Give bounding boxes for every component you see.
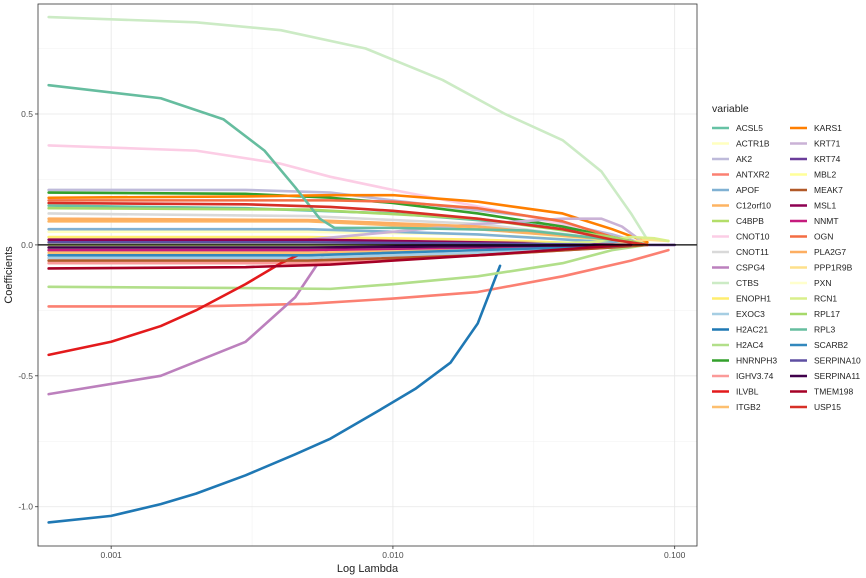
series-line-serpina11 <box>47 243 633 249</box>
legend-label: HNRNPH3 <box>736 356 777 366</box>
legend-label: ACTR1B <box>736 139 770 149</box>
y-tick-label: 0.0 <box>21 240 33 250</box>
legend-label: NNMT <box>814 216 839 226</box>
series-line-antxr2 <box>47 248 670 308</box>
legend-label: TMEM198 <box>814 387 853 397</box>
legend-label: KRT74 <box>814 154 841 164</box>
legend-label: EXOC3 <box>736 309 765 319</box>
legend-label: PLA2G7 <box>814 247 846 257</box>
legend-label: AK2 <box>736 154 752 164</box>
series-line-ilvbl <box>47 251 305 357</box>
legend-label: C12orf10 <box>736 201 771 211</box>
legend-label: RPL3 <box>814 325 836 335</box>
y-tick-label: 0.5 <box>21 109 33 119</box>
legend-items: ACSL5 ACTR1B AK2 ANTXR2 APOF C12orf10 C4BPB CNO… <box>712 123 861 412</box>
legend-label: ENOPH1 <box>736 294 771 304</box>
x-tick-label: 0.010 <box>382 550 404 560</box>
legend-label: ANTXR2 <box>736 170 770 180</box>
legend-label: CNOT10 <box>736 232 770 242</box>
series-line-kars1 <box>47 193 649 244</box>
legend-label: H2AC4 <box>736 340 764 350</box>
legend-label: CSPG4 <box>736 263 765 273</box>
series-line-serpina10 <box>47 240 633 247</box>
legend-label: RPL17 <box>814 309 840 319</box>
legend-label: PPP1R9B <box>814 263 853 273</box>
legend-label: OGN <box>814 232 833 242</box>
series-line-ctbs <box>47 15 649 241</box>
legend-label: PXN <box>814 278 831 288</box>
legend-label: H2AC21 <box>736 325 768 335</box>
series-line-ak2 <box>47 188 649 247</box>
legend-label: IGHV3.74 <box>736 371 774 381</box>
legend-label: APOF <box>736 185 759 195</box>
legend-label: ACSL5 <box>736 123 763 133</box>
series-line-usp15 <box>47 201 649 247</box>
legend-label: SERPINA11 <box>814 371 860 381</box>
legend-label: RCN1 <box>814 294 837 304</box>
panel-border <box>37 3 698 547</box>
x-tick-label: 0.100 <box>664 550 686 560</box>
legend-label: KARS1 <box>814 123 842 133</box>
legend-label: MSL1 <box>814 201 836 211</box>
series-line-rpl3 <box>47 83 649 247</box>
axis-ticks: 0.001 0.010 0.100 -1.0 -0.5 0.0 0.5 <box>18 109 685 560</box>
y-axis-title: Coefficients <box>3 246 15 304</box>
series-line-h2ac21 <box>47 264 502 524</box>
legend-label: C4BPB <box>736 216 764 226</box>
legend-label: MBL2 <box>814 170 836 180</box>
x-tick-label: 0.001 <box>101 550 123 560</box>
legend-label: CNOT11 <box>736 247 769 257</box>
legend-title: variable <box>712 103 749 115</box>
legend-label: ILVBL <box>736 387 759 397</box>
y-tick-label: -1.0 <box>18 502 33 512</box>
legend-label: KRT71 <box>814 139 841 149</box>
legend-label: ITGB2 <box>736 402 761 412</box>
series-line-h2ac4 <box>47 243 649 291</box>
legend-label: USP15 <box>814 402 841 412</box>
legend-label: SCARB2 <box>814 340 848 350</box>
legend-label: CTBS <box>736 278 759 288</box>
series-line-tmem198 <box>47 243 633 270</box>
legend-label: SERPINA10 <box>814 356 861 366</box>
series-line-krt71 <box>47 217 641 247</box>
series-lines <box>47 15 676 524</box>
x-axis-title: Log Lambda <box>337 563 399 575</box>
legend: variable ACSL5 ACTR1B AK2 ANTXR2 APOF C12orf1… <box>712 103 861 412</box>
series-line-ogn <box>47 199 649 247</box>
legend-label: MEAK7 <box>814 185 843 195</box>
y-tick-label: -0.5 <box>18 371 33 381</box>
